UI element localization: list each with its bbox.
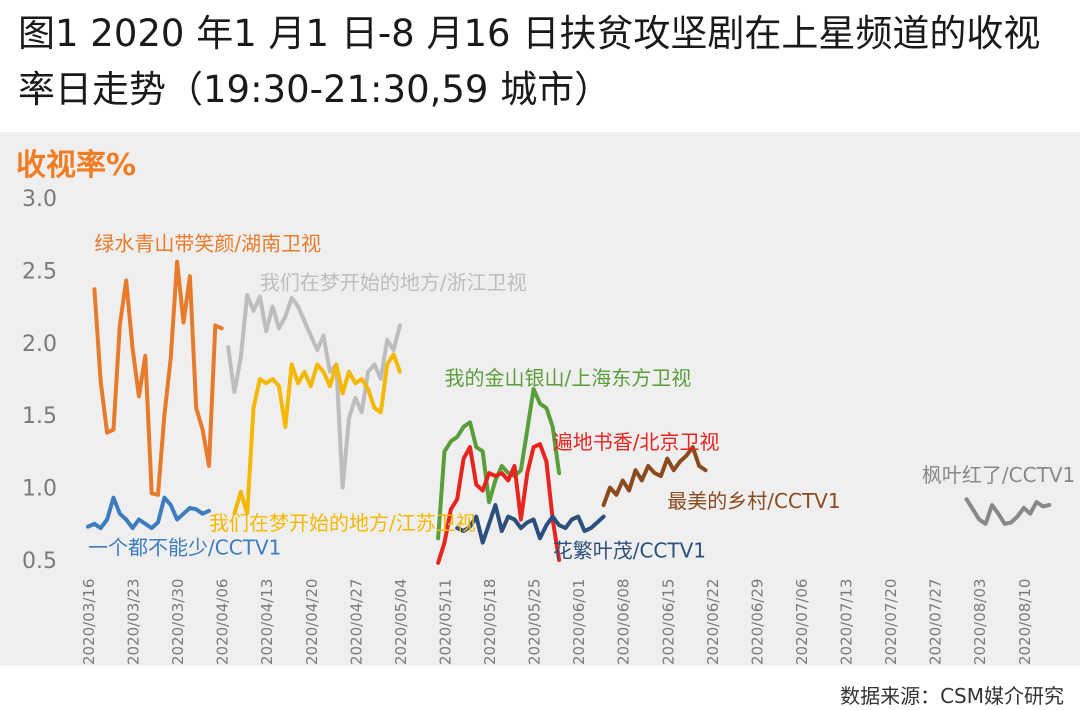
series-label: 我们在梦开始的地方/浙江卫视 — [260, 271, 527, 295]
series-line — [436, 442, 562, 565]
y-tick-label: 2.0 — [22, 332, 57, 357]
x-tick-label: 2020/05/11 — [436, 579, 454, 665]
series-label: 最美的乡村/CCTV1 — [667, 489, 840, 513]
x-tick-label: 2020/06/08 — [615, 579, 633, 665]
x-tick-label: 2020/06/15 — [659, 579, 677, 665]
y-tick-label: 1.0 — [22, 477, 57, 502]
x-tick-label: 2020/06/01 — [570, 579, 588, 665]
x-tick-label: 2020/07/06 — [793, 579, 811, 665]
x-tick-label: 2020/06/22 — [704, 579, 722, 665]
x-tick-label: 2020/05/25 — [526, 579, 544, 665]
y-tick-label: 1.5 — [22, 404, 57, 429]
series-label: 绿水青山带笑颜/湖南卫视 — [94, 231, 321, 255]
x-tick-label: 2020/08/03 — [971, 579, 989, 665]
series-line — [601, 445, 708, 507]
series-line — [86, 495, 211, 531]
x-tick-label: 2020/07/20 — [882, 579, 900, 665]
source-note: 数据来源：CSM媒介研究 — [840, 684, 1064, 708]
y-axis-label: 收视率% — [16, 148, 137, 183]
series-label: 遍地书香/北京卫视 — [553, 430, 720, 454]
y-tick-label: 0.5 — [22, 549, 57, 574]
x-tick-label: 2020/07/13 — [838, 579, 856, 665]
series-label: 枫叶红了/CCTV1 — [922, 463, 1075, 487]
series-line — [232, 352, 402, 516]
series-line — [964, 497, 1052, 526]
x-tick-label: 2020/05/18 — [481, 579, 499, 665]
chart-title: 图1 2020 年1 月1 日-8 月16 日扶贫攻坚剧在上星频道的收视率日走势… — [18, 12, 1041, 111]
y-tick-label: 2.5 — [22, 259, 57, 284]
series-line — [92, 259, 224, 497]
series-label: 我的金山银山/上海东方卫视 — [444, 366, 691, 390]
x-tick-label: 2020/03/16 — [80, 579, 98, 665]
series-label: 一个都不能少/CCTV1 — [88, 536, 281, 560]
x-tick-label: 2020/04/06 — [214, 579, 232, 665]
x-tick-label: 2020/06/29 — [748, 579, 766, 665]
series-label: 我们在梦开始的地方/江苏卫视 — [209, 511, 476, 535]
series-line — [226, 293, 402, 490]
x-tick-label: 2020/04/27 — [347, 579, 365, 665]
x-tick-label: 2020/03/30 — [169, 579, 187, 665]
series-line — [455, 503, 606, 545]
x-tick-label: 2020/05/04 — [392, 579, 410, 665]
x-tick-label: 2020/03/23 — [125, 579, 143, 665]
x-tick-label: 2020/04/20 — [303, 579, 321, 665]
x-tick-label: 2020/04/13 — [258, 579, 276, 665]
series-label: 花繁叶茂/CCTV1 — [553, 538, 706, 562]
x-tick-label: 2020/07/27 — [927, 579, 945, 665]
x-tick-label: 2020/08/10 — [1016, 579, 1034, 665]
y-tick-label: 3.0 — [22, 187, 57, 212]
